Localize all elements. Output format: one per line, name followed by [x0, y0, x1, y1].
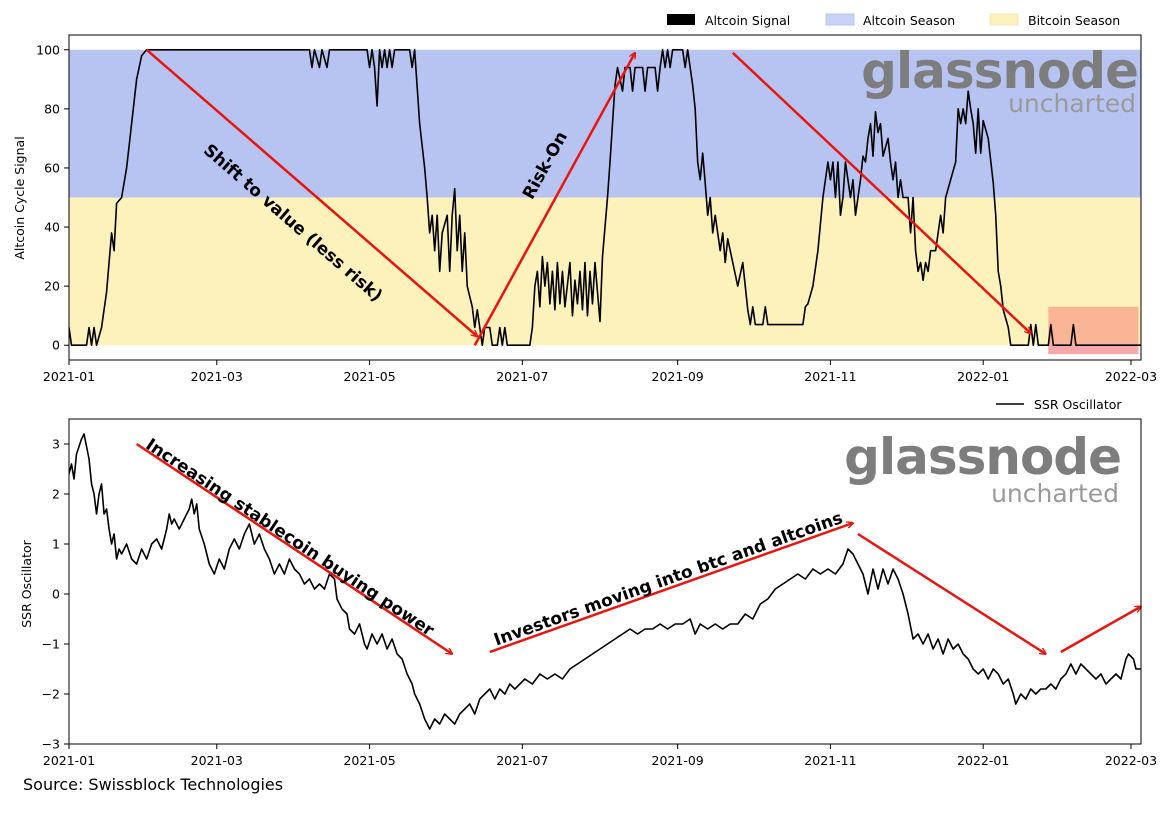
annotation-arrow-3 — [731, 51, 1031, 334]
x-tick-label: 2021-03 — [191, 753, 243, 768]
watermark-sub-text: uncharted — [1008, 89, 1136, 118]
altcoin-season-band — [69, 49, 1141, 198]
annotation-arrow-1 — [145, 48, 478, 337]
y-tick-label: 20 — [44, 279, 60, 294]
legend-top: Altcoin Signal Altcoin Season Bitcoin Se… — [667, 13, 1120, 28]
legend-bottom: SSR Oscillator — [996, 397, 1122, 412]
ssr-oscillator-chart: glassnode uncharted Increasing stablecoi… — [19, 397, 1157, 768]
y-tick-label: −3 — [42, 737, 60, 752]
y-tick-label: 40 — [44, 220, 60, 235]
altcoin-signal-chart: glassnode uncharted Shift to value (less… — [12, 13, 1157, 384]
x-tick-label: 2021-07 — [496, 753, 548, 768]
annotation-arrow-4 — [1060, 607, 1141, 654]
watermark-bottom: glassnode uncharted — [844, 428, 1122, 508]
y-tick-label: −1 — [42, 637, 60, 652]
y-axis-label-top: Altcoin Cycle Signal — [12, 136, 27, 259]
plot-frame-bottom — [68, 418, 1142, 745]
x-tick-label: 2021-05 — [343, 753, 395, 768]
legend-swatch-signal — [667, 14, 695, 25]
highlight-box-lower-edge — [1048, 345, 1139, 355]
x-tick-label: 2021-07 — [496, 369, 548, 384]
annotation-arrow-2 — [489, 523, 853, 654]
ssr-oscillator-line — [69, 433, 1141, 730]
annotation-arrow-3 — [857, 532, 1046, 654]
y-tick-label: 2 — [52, 487, 60, 502]
plot-frame-top — [68, 34, 1142, 361]
legend-label-altcoin-season: Altcoin Season — [863, 13, 955, 28]
source-caption: Source: Swissblock Technologies — [23, 775, 283, 794]
watermark-logo-text: glassnode — [844, 428, 1121, 486]
y-tick-label: 0 — [52, 338, 60, 353]
x-tick-label: 2021-09 — [652, 369, 704, 384]
watermark-sub-text: uncharted — [991, 479, 1119, 508]
x-tick-label: 2022-03 — [1105, 369, 1157, 384]
x-tick-label: 2021-09 — [652, 753, 704, 768]
x-axis-bottom: 2021-01 2021-03 2021-05 2021-07 2021-09 2021-… — [43, 744, 1157, 768]
x-tick-label: 2021-11 — [804, 753, 856, 768]
x-tick-label: 2022-03 — [1105, 753, 1157, 768]
y-tick-label: 0 — [52, 587, 60, 602]
x-tick-label: 2021-05 — [343, 369, 395, 384]
y-tick-label: −2 — [42, 687, 60, 702]
y-tick-label: 3 — [52, 437, 60, 452]
annotation-arrow-1 — [135, 442, 453, 654]
x-tick-label: 2022-01 — [957, 753, 1009, 768]
y-tick-label: 100 — [36, 42, 60, 57]
altcoin-signal-line — [69, 48, 1141, 347]
y-axis-top: 0 20 40 60 80 100 — [36, 42, 69, 353]
legend-label-signal: Altcoin Signal — [705, 13, 790, 28]
x-tick-label: 2021-11 — [804, 369, 856, 384]
x-axis-top: 2021-01 2021-03 2021-05 2021-07 2021-09 2021-… — [43, 360, 1157, 384]
y-tick-label: 80 — [44, 101, 60, 116]
legend-swatch-bitcoin-season — [989, 13, 1019, 26]
watermark-logo-text: glassnode — [861, 42, 1138, 100]
x-tick-label: 2022-01 — [957, 369, 1009, 384]
watermark-top: glassnode uncharted — [861, 42, 1139, 118]
legend-label-bitcoin-season: Bitcoin Season — [1028, 13, 1120, 28]
altcoin-signal-path — [69, 48, 1141, 347]
annotation-arrow-2 — [473, 53, 637, 346]
x-tick-label: 2021-01 — [43, 369, 95, 384]
annotation-label-1: Increasing stablecoin buying power — [142, 435, 438, 641]
y-axis-bottom: −3 −2 −1 0 1 2 3 — [42, 437, 69, 752]
ssr-oscillator-path — [69, 433, 1141, 730]
x-tick-label: 2021-03 — [191, 369, 243, 384]
x-tick-label: 2021-01 — [43, 753, 95, 768]
highlight-box — [1048, 306, 1139, 355]
y-axis-label-bottom: SSR Oscillator — [19, 539, 34, 627]
y-tick-label: 1 — [52, 537, 60, 552]
y-tick-label: 60 — [44, 160, 60, 175]
legend-swatch-altcoin-season — [825, 13, 855, 26]
legend-label-ssr: SSR Oscillator — [1034, 397, 1122, 412]
